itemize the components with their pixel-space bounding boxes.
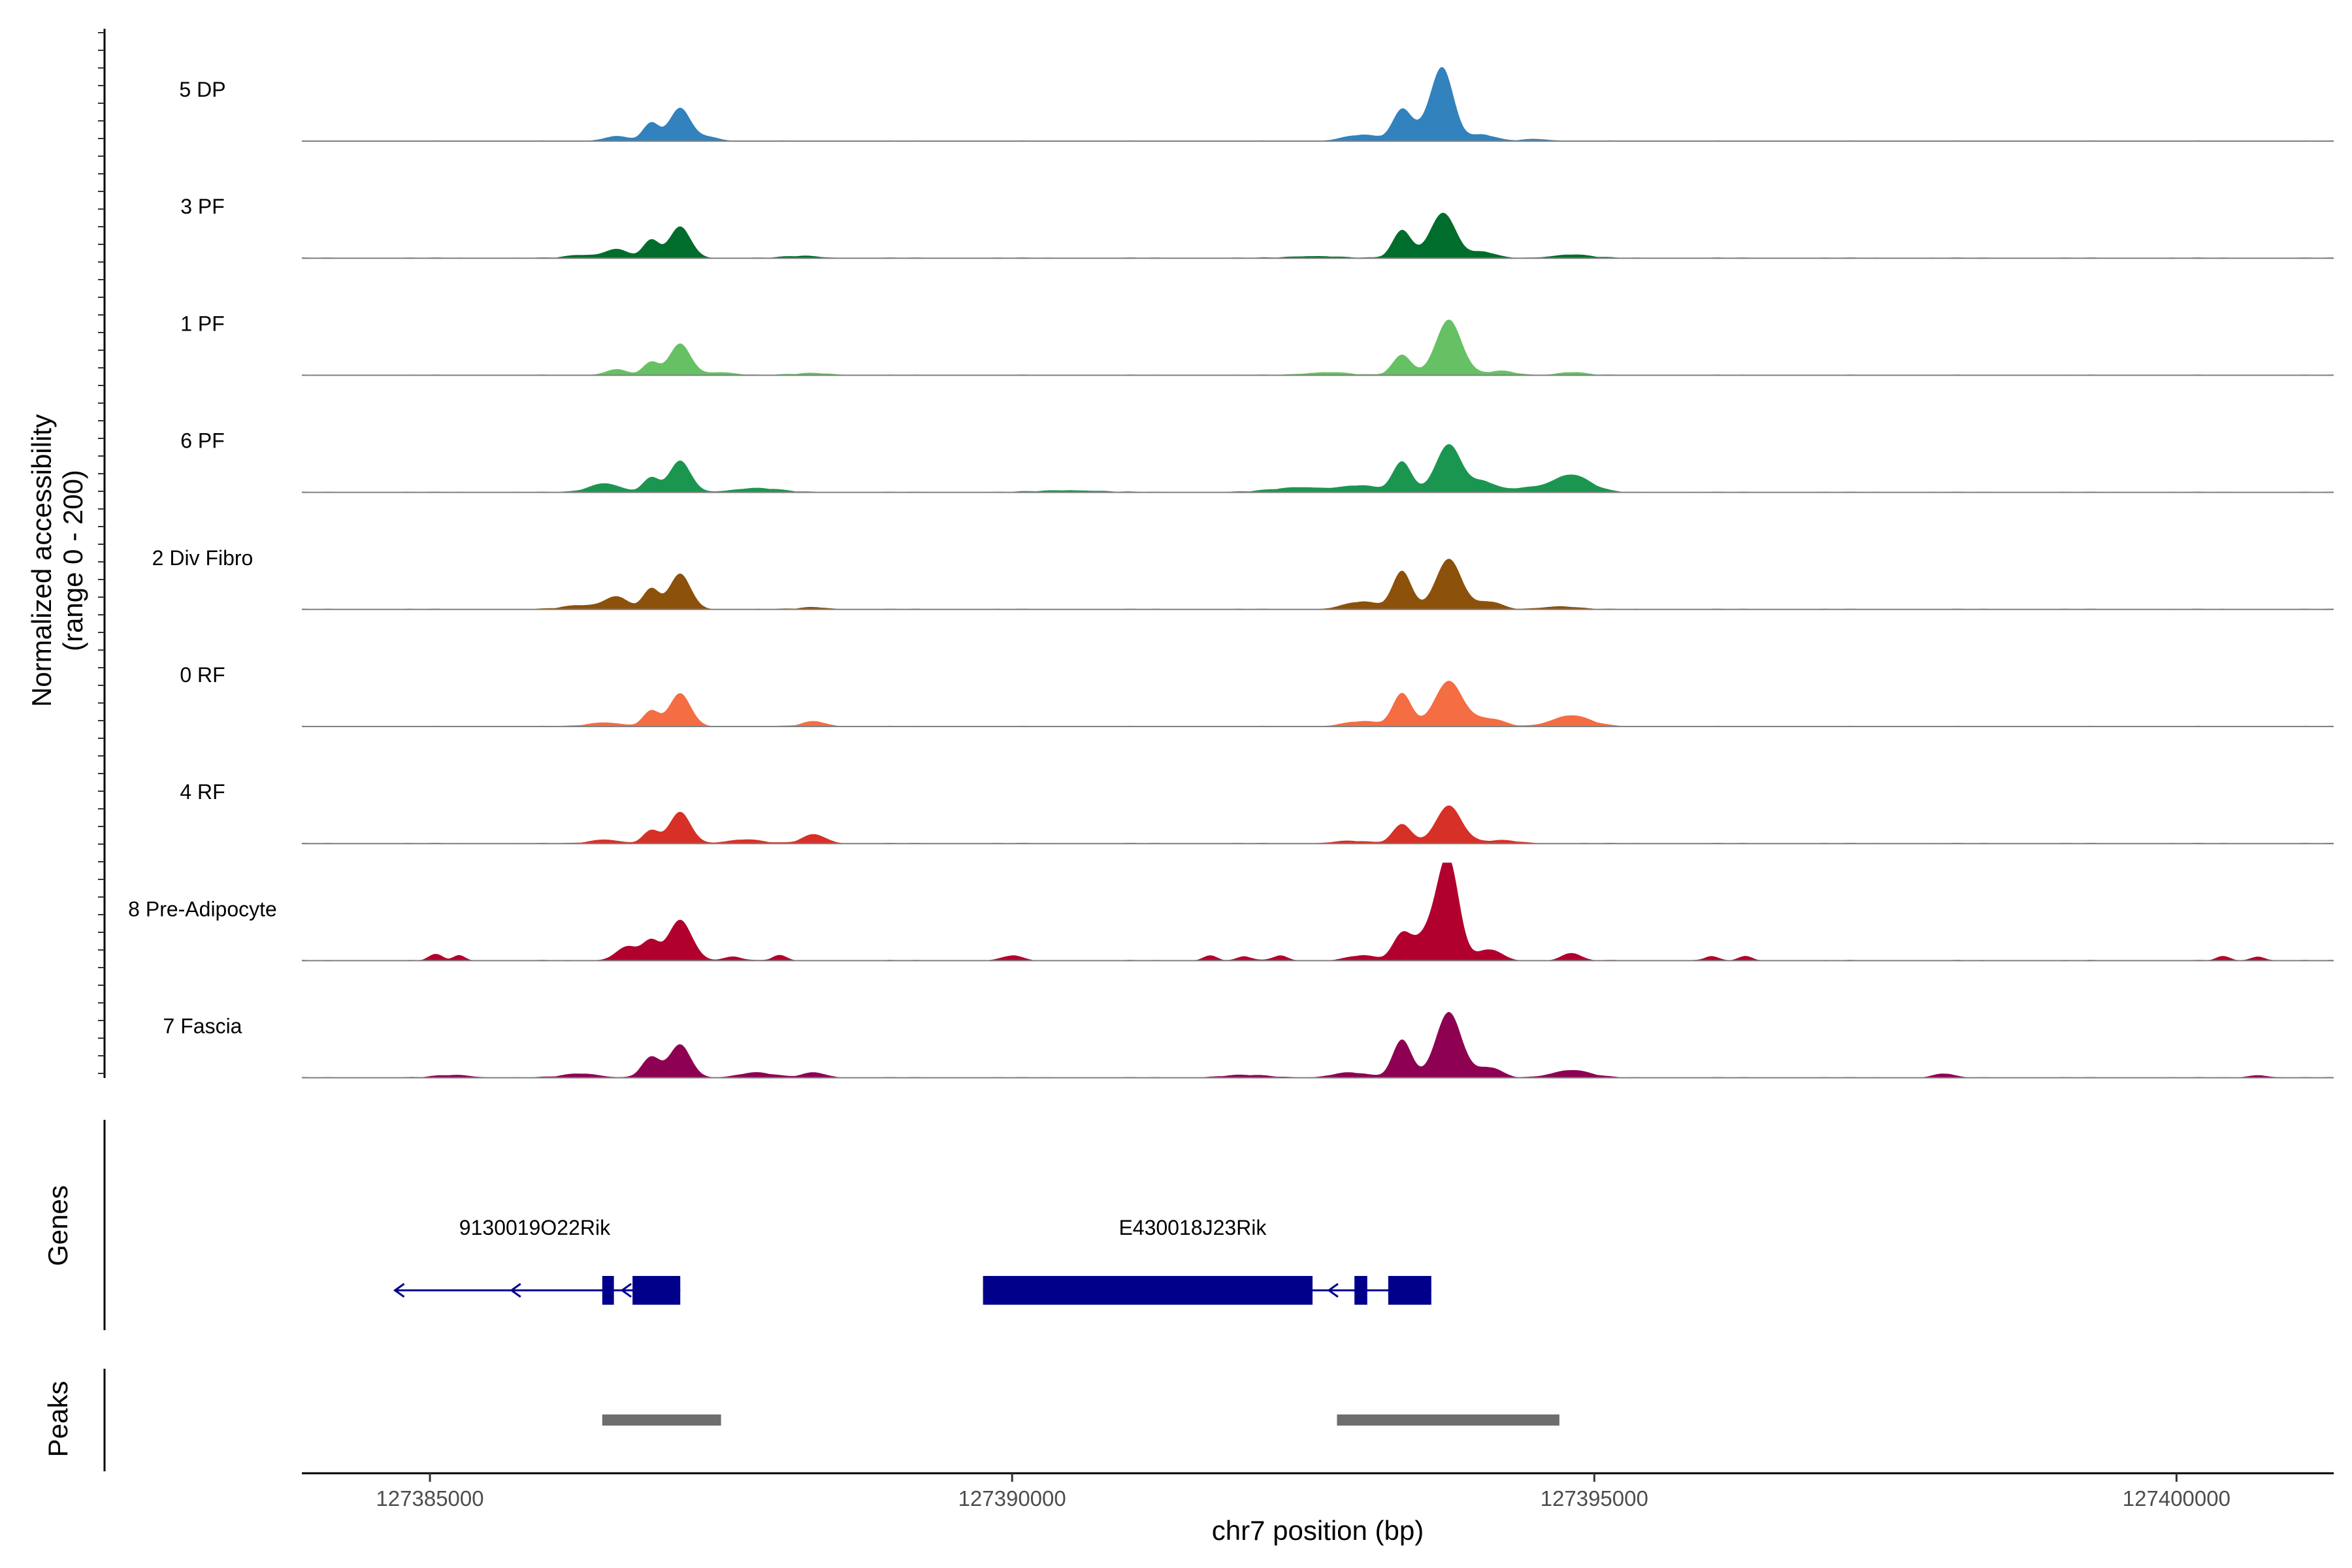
- track-label: 7 Fascia: [163, 1015, 242, 1038]
- gene-exon: [983, 1276, 1313, 1305]
- x-tick-label: 127390000: [958, 1486, 1066, 1511]
- gene-9130019o22rik: 9130019O22Rik: [393, 1216, 681, 1305]
- x-tick-label: 127400000: [2123, 1486, 2230, 1511]
- track-area: [302, 559, 2334, 610]
- track-label: 8 Pre-Adipocyte: [128, 897, 277, 921]
- y-axis-title: Normalized accessibility (range 0 - 200): [26, 414, 88, 707]
- peak-region: [1337, 1414, 1560, 1426]
- track-label: 3 PF: [180, 195, 225, 218]
- x-tick-label: 127395000: [1541, 1486, 1648, 1511]
- track-area: [302, 1012, 2334, 1078]
- track-2-div-fibro: 2 Div Fibro: [152, 546, 2334, 610]
- x-axis-ticks: 127385000 127390000 127395000 127400000: [376, 1473, 2230, 1511]
- track-4-rf: 4 RF: [180, 780, 2334, 845]
- track-label: 0 RF: [180, 663, 225, 687]
- coverage-tracks: 5 DP 3 PF 1 PF 6 PF 2 Div Fibro 0 RF 4 RF 8 Pre…: [128, 67, 2334, 1079]
- gene-exon: [602, 1276, 614, 1305]
- strand-arrow: [393, 1282, 405, 1298]
- gene-e430018j23rik: E430018J23Rik: [983, 1216, 1431, 1305]
- track-7-fascia: 7 Fascia: [163, 1012, 2334, 1079]
- track-6-pf: 6 PF: [180, 429, 2334, 493]
- strand-arrow: [1327, 1282, 1339, 1298]
- genes-panel-title: Genes: [42, 1185, 73, 1266]
- track-area: [302, 862, 2334, 961]
- gene-annotations: 9130019O22Rik E430018J23Rik: [393, 1216, 1431, 1305]
- track-area: [302, 319, 2334, 376]
- track-1-pf: 1 PF: [180, 312, 2334, 376]
- track-area: [302, 212, 2334, 259]
- gene-exon: [1388, 1276, 1431, 1305]
- track-area: [302, 67, 2334, 141]
- peak-regions: [602, 1414, 1560, 1426]
- track-label: 2 Div Fibro: [152, 546, 253, 570]
- y-axis-title-line2: (range 0 - 200): [57, 470, 88, 651]
- track-area: [302, 805, 2334, 844]
- track-label: 4 RF: [180, 780, 225, 804]
- track-label: 1 PF: [180, 312, 225, 335]
- track-area: [302, 444, 2334, 493]
- track-area: [302, 681, 2334, 727]
- coverage-y-axis-ticks: [98, 32, 105, 1074]
- track-3-pf: 3 PF: [180, 195, 2334, 259]
- x-axis-title: chr7 position (bp): [1212, 1515, 1424, 1546]
- gene-exon: [1354, 1276, 1367, 1305]
- gene-label: E430018J23Rik: [1119, 1216, 1267, 1239]
- peak-region: [602, 1414, 721, 1426]
- strand-arrow: [620, 1282, 632, 1298]
- gene-exon: [632, 1276, 681, 1305]
- x-tick-label: 127385000: [376, 1486, 483, 1511]
- strand-arrow: [510, 1282, 521, 1298]
- peaks-panel-title: Peaks: [42, 1381, 73, 1458]
- track-5-dp: 5 DP: [179, 67, 2334, 142]
- track-8-pre-adipocyte: 8 Pre-Adipocyte: [128, 862, 2334, 962]
- track-label: 5 DP: [179, 78, 225, 101]
- gene-label: 9130019O22Rik: [459, 1216, 611, 1239]
- y-axis-title-line1: Normalized accessibility: [26, 414, 57, 707]
- track-label: 6 PF: [180, 429, 225, 453]
- track-0-rf: 0 RF: [180, 663, 2334, 727]
